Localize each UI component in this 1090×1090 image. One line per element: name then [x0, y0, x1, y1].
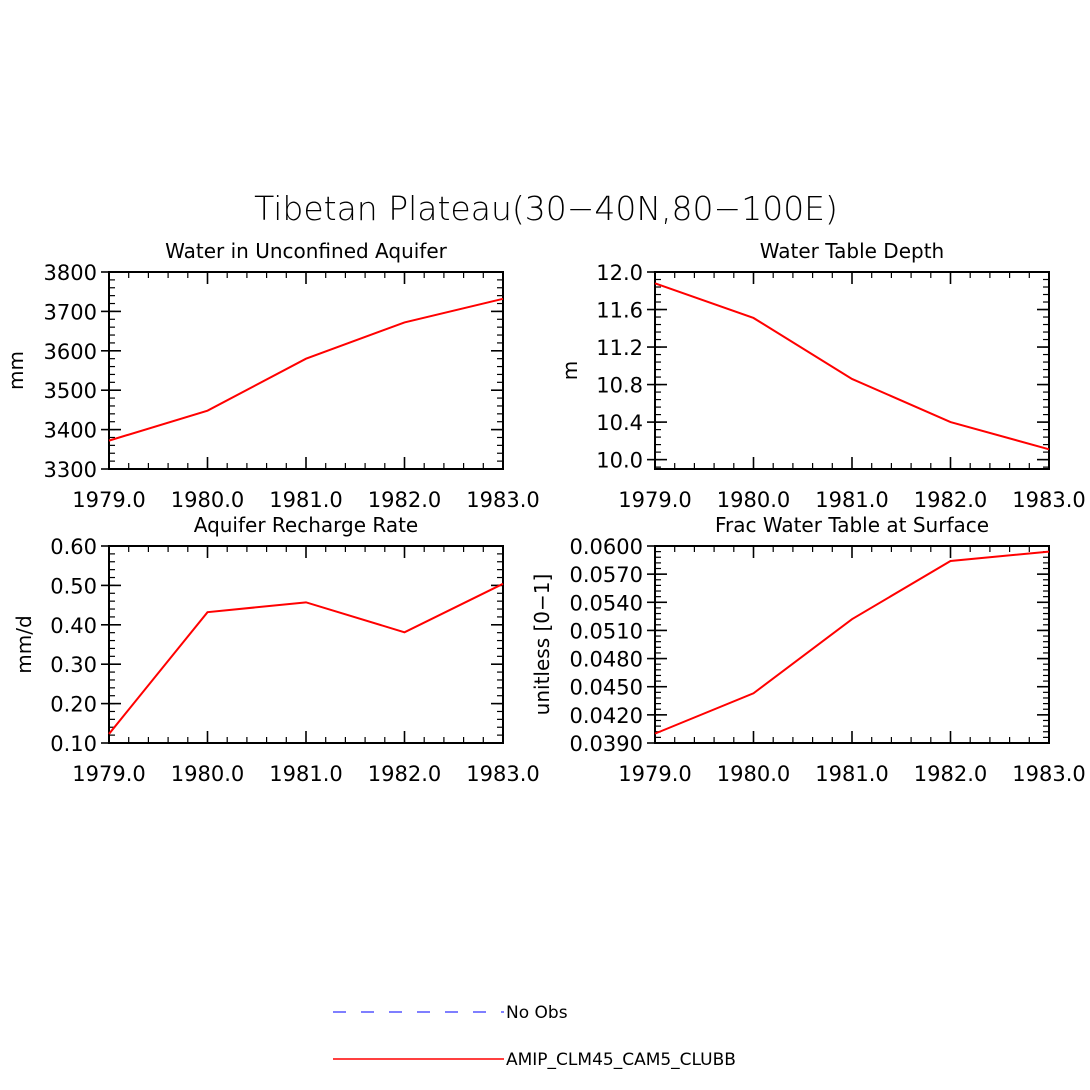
y-tick-label: 0.0390: [570, 732, 643, 756]
x-tick-label: 1981.0: [269, 762, 342, 786]
y-tick-label: 0.0540: [570, 591, 643, 615]
y-tick-label: 3500: [44, 379, 97, 403]
plot-frame: [108, 271, 504, 470]
y-tick-label: 10.0: [596, 449, 643, 473]
panel-title: Water in Unconfined Aquifer: [165, 239, 448, 263]
y-tick-label: 11.6: [596, 299, 643, 323]
x-tick-label: 1983.0: [466, 762, 539, 786]
y-axis-label: mm: [4, 351, 28, 390]
x-tick-label: 1979.0: [72, 762, 145, 786]
y-tick-label: 3400: [44, 419, 97, 443]
y-tick-label: 0.40: [50, 614, 97, 638]
y-tick-label: 0.60: [50, 535, 97, 559]
panel-2: Water Table Depth m 1979.0 1980.0 1981.0 1982…: [558, 239, 1086, 512]
x-tick-label: 1982.0: [368, 488, 441, 512]
x-tick-label: 1981.0: [815, 488, 888, 512]
series-line: [654, 550, 1050, 735]
plot-frame: [108, 545, 504, 744]
legend-label-1: No Obs: [506, 1003, 568, 1023]
y-tick-label: 0.30: [50, 653, 97, 677]
x-tick-label: 1981.0: [815, 762, 888, 786]
panel-title: Water Table Depth: [760, 239, 944, 263]
panel-title: Frac Water Table at Surface: [715, 513, 989, 537]
panels: Water in Unconfined Aquifer mm 1979.0 1980.…: [4, 239, 1086, 786]
figure-title: Tibetan Plateau(30−40N,80−100E): [254, 189, 838, 228]
y-tick-label: 12.0: [596, 261, 643, 285]
y-tick-label: 10.8: [596, 374, 643, 398]
panel-3: Aquifer Recharge Rate mm/d 1979.0 1980.0 198…: [12, 513, 540, 786]
y-tick-label: 3600: [44, 340, 97, 364]
y-tick-label: 0.0600: [570, 535, 643, 559]
panel-1: Water in Unconfined Aquifer mm 1979.0 1980.…: [4, 239, 540, 512]
y-tick-label: 0.0570: [570, 563, 643, 587]
x-tick-label: 1979.0: [618, 488, 691, 512]
series-line: [654, 282, 1050, 451]
x-tick-label: 1983.0: [1012, 762, 1085, 786]
y-axis-label: mm/d: [12, 615, 36, 673]
x-tick-label: 1983.0: [466, 488, 539, 512]
legend: No Obs AMIP_CLM45_CAM5_CLUBB: [333, 1003, 736, 1070]
y-tick-label: 3700: [44, 300, 97, 324]
plot-frame: [654, 545, 1050, 744]
x-tick-label: 1981.0: [269, 488, 342, 512]
x-tick-label: 1983.0: [1012, 488, 1085, 512]
x-tick-label: 1980.0: [171, 762, 244, 786]
y-tick-label: 0.0450: [570, 676, 643, 700]
y-tick-label: 3300: [44, 458, 97, 482]
x-tick-label: 1980.0: [717, 762, 790, 786]
plot-frame: [654, 271, 1050, 470]
y-tick-label: 0.0420: [570, 704, 643, 728]
y-tick-label: 11.2: [596, 336, 643, 360]
legend-label-2: AMIP_CLM45_CAM5_CLUBB: [506, 1050, 736, 1070]
y-tick-label: 0.0510: [570, 619, 643, 643]
x-tick-label: 1982.0: [914, 762, 987, 786]
x-tick-label: 1980.0: [717, 488, 790, 512]
y-tick-label: 0.50: [50, 574, 97, 598]
series-line: [108, 582, 504, 735]
y-axis-label: unitless [0−1]: [530, 574, 554, 716]
x-tick-label: 1979.0: [618, 762, 691, 786]
y-axis-label: m: [558, 361, 582, 380]
x-tick-label: 1982.0: [368, 762, 441, 786]
x-tick-label: 1979.0: [72, 488, 145, 512]
series-line: [108, 297, 504, 442]
panel-title: Aquifer Recharge Rate: [194, 513, 419, 537]
y-tick-label: 0.20: [50, 693, 97, 717]
x-tick-label: 1982.0: [914, 488, 987, 512]
y-tick-label: 0.0480: [570, 648, 643, 672]
x-tick-label: 1980.0: [171, 488, 244, 512]
y-tick-label: 10.4: [596, 411, 643, 435]
y-tick-label: 3800: [44, 261, 97, 285]
y-tick-label: 0.10: [50, 732, 97, 756]
panel-4: Frac Water Table at Surface unitless [0−1…: [530, 513, 1086, 786]
